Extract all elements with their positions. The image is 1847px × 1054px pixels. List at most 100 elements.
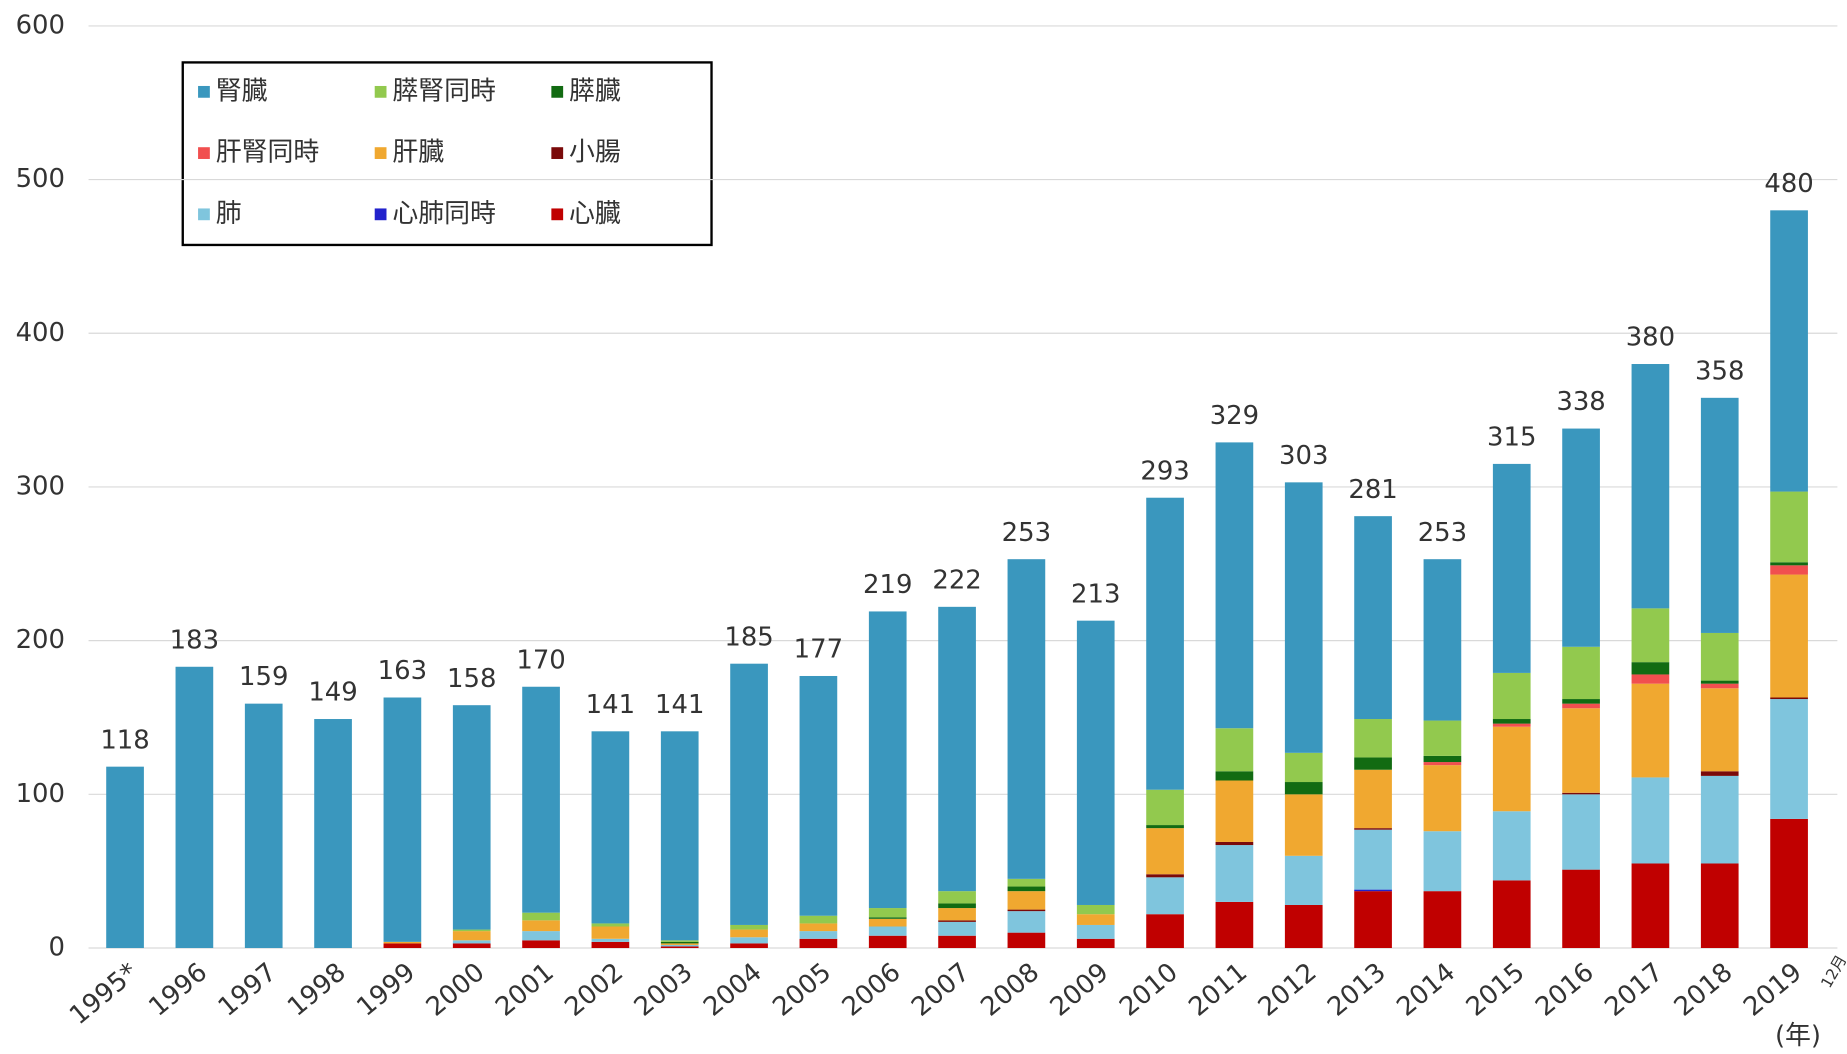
x-tick-label: 2000 [421,957,491,1022]
bar-segment [1492,672,1531,720]
legend-label: 膵腎同時 [392,76,496,106]
bar-segment [522,686,560,913]
legend-swatch [551,85,564,98]
bar-segment [1354,516,1392,720]
bar-segment [452,943,491,949]
bar-segment [1284,794,1323,856]
x-tick-label: 2009 [1045,957,1115,1022]
bar-segment [938,935,976,949]
bar-segment [1076,620,1115,905]
bar-segment [1770,818,1808,949]
total-label: 219 [863,570,912,600]
bar-segment [1770,565,1808,575]
bar-segment [1354,769,1392,829]
bar-segment [1284,855,1323,905]
bar-segment [1631,364,1670,609]
total-label: 303 [1279,441,1328,471]
bar-segment [1215,728,1254,772]
bar-segment [1423,765,1462,832]
bar-segment [383,697,422,942]
bar-segment [938,606,976,892]
bar-segment [1631,674,1670,684]
bar-segment [938,908,976,921]
bar-segment [1284,752,1323,783]
bar-segment [1700,680,1739,684]
bar-segment [1423,831,1462,892]
bar-segment [660,940,699,942]
bar-segment [591,923,630,927]
bar-segment [1284,482,1323,753]
bar-segment [1146,789,1184,826]
bar-segment [1562,646,1600,700]
total-label: 213 [1071,579,1120,609]
bar-segment [868,908,907,918]
total-label: 163 [378,656,427,686]
bar-segment [452,705,491,930]
bar-segment [1492,880,1531,949]
bar-segment [452,940,491,944]
bar-segment [1215,780,1254,842]
legend-label: 肝腎同時 [216,138,320,168]
bar-segment [660,731,699,941]
bar-segment [1700,863,1739,949]
bar-segment [660,943,699,945]
legend-label: 腎臓 [216,76,268,106]
x-tick-label: 1997 [213,957,283,1022]
bar-segment [175,666,214,949]
bar-segment [1146,828,1184,875]
bar-segment [868,926,907,936]
legend-swatch [198,147,210,159]
bar-segment [1076,904,1115,915]
x-tick-label: 1998 [282,957,352,1022]
x-tick-label: 2003 [629,957,699,1022]
bar-segment [1700,683,1739,689]
legend-label: 肺 [216,199,242,229]
bar-segment [1215,841,1254,846]
legend-label: 肝臓 [392,138,444,168]
bar-segment [1007,911,1046,933]
bar-segment [1562,428,1600,647]
total-label: 253 [1418,518,1467,548]
x-tick-label: 2004 [698,957,768,1022]
bar-segment [730,929,768,938]
bar-segment [1492,719,1531,724]
legend-label: 小腸 [569,138,621,168]
bar-segment [1631,608,1670,663]
bar-segment [799,675,838,916]
bar-segment [1700,775,1739,864]
legend-swatch [551,147,564,159]
bar-segment [1215,845,1254,902]
x-tick-label: 2015 [1461,957,1531,1022]
total-label: 183 [170,625,219,655]
bar-segment [522,931,560,941]
legend-box [181,61,713,247]
bar-segment [1423,559,1462,721]
bar-segment [730,943,768,949]
bar-segment [1146,877,1184,915]
bar-segment [1700,688,1739,772]
total-label: 149 [308,678,357,708]
bar-segment [1770,562,1808,566]
bar-segment [1284,782,1323,795]
bar-segment [1007,891,1046,910]
bar-segment [660,946,699,949]
y-tick-label: 300 [16,471,65,501]
x-tick-label: 2001 [490,957,560,1022]
bar-segment [1007,886,1046,892]
bar-segment [1354,829,1392,890]
bar-segment [1215,901,1254,949]
bar-segment [1562,869,1600,949]
bar-segment [1215,442,1254,729]
bar-segment [1423,720,1462,756]
bar-segment [1284,904,1323,949]
bar-segment [106,766,144,949]
x-tick-label: 2011 [1183,957,1253,1022]
bar-segment [1770,574,1808,698]
legend-swatch [374,85,387,98]
bar-segment [383,943,422,949]
x-tick-label: 2014 [1391,957,1461,1022]
note: 12月 [1817,952,1847,991]
bar-segment [1076,938,1115,949]
total-label: 118 [100,725,149,755]
total-label: 293 [1140,456,1189,486]
